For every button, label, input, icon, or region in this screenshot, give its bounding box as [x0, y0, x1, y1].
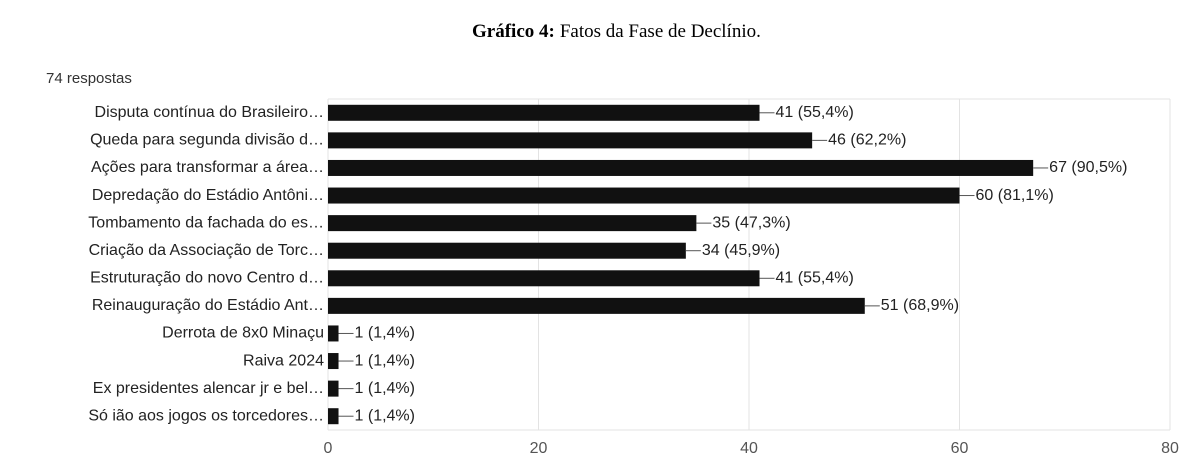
- bar: [328, 104, 760, 121]
- title-label: Gráfico 4:: [472, 21, 555, 42]
- subtitle: 74 respostas: [46, 70, 132, 87]
- bar: [328, 353, 339, 370]
- bar: [328, 242, 686, 259]
- x-tick-label: 40: [740, 440, 758, 457]
- bar: [328, 215, 697, 232]
- bar: [328, 187, 960, 204]
- value-label: 1 (1,4%): [355, 352, 415, 369]
- y-tick-label: Disputa contínua do Brasileiro…: [95, 104, 324, 121]
- title-text: Fatos da Fase de Declínio.: [560, 21, 761, 42]
- value-label: 51 (68,9%): [881, 297, 959, 314]
- y-tick-label: Depredação do Estádio Antôni…: [92, 187, 324, 204]
- value-label: 41 (55,4%): [776, 270, 854, 287]
- y-tick-label: Tombamento da fachada do es…: [88, 214, 324, 231]
- value-label: 1 (1,4%): [355, 325, 415, 342]
- x-tick-label: 0: [324, 440, 333, 457]
- y-tick-label: Reinauguração do Estádio Ant…: [92, 297, 324, 314]
- value-label: 35 (47,3%): [712, 214, 790, 231]
- value-label: 1 (1,4%): [355, 380, 415, 397]
- value-label: 67 (90,5%): [1049, 159, 1127, 176]
- value-label: 1 (1,4%): [355, 407, 415, 424]
- bar: [328, 159, 1034, 176]
- bar: [328, 325, 339, 342]
- y-tick-label: Criação da Associação de Torc…: [89, 242, 324, 259]
- x-tick-label: 60: [951, 440, 969, 457]
- value-label: 46 (62,2%): [828, 132, 906, 149]
- y-tick-label: Queda para segunda divisão d…: [90, 132, 324, 149]
- y-tick-label: Derrota de 8x0 Minaçu: [162, 325, 324, 342]
- value-label: 41 (55,4%): [776, 104, 854, 121]
- bar: [328, 380, 339, 397]
- y-tick-label: Ações para transformar a área…: [91, 159, 324, 176]
- y-tick-label: Raiva 2024: [243, 352, 324, 369]
- value-label: 34 (45,9%): [702, 242, 780, 259]
- bar: [328, 270, 760, 287]
- bar: [328, 132, 813, 149]
- x-tick-label: 20: [530, 440, 548, 457]
- y-tick-label: Só ião aos jogos os torcedores…: [88, 407, 324, 424]
- bar: [328, 408, 339, 425]
- y-tick-label: Estruturação do novo Centro d…: [90, 270, 324, 287]
- chart-title: Gráfico 4: Fatos da Fase de Declínio.: [472, 21, 761, 42]
- value-label: 60 (81,1%): [976, 187, 1054, 204]
- y-tick-label: Ex presidentes alencar jr e bel…: [93, 380, 324, 397]
- bar: [328, 297, 865, 314]
- x-tick-label: 80: [1161, 440, 1179, 457]
